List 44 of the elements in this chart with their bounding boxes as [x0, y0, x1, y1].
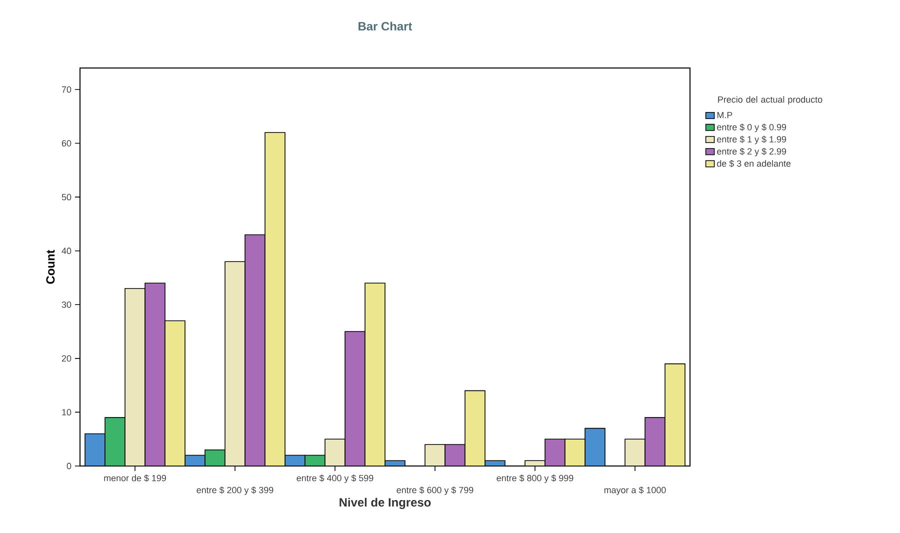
- bar: [565, 439, 586, 466]
- y-tick-label: 0: [66, 462, 72, 470]
- bar: [325, 439, 346, 466]
- bar: [85, 434, 106, 466]
- bar: [205, 450, 226, 466]
- bar: [265, 132, 286, 466]
- legend-label: M.P: [717, 112, 732, 118]
- bar: [165, 320, 186, 466]
- y-tick-label: 10: [62, 409, 72, 416]
- bar: [445, 444, 466, 466]
- y-tick-label: 60: [62, 140, 72, 146]
- legend-title: Precio del actual producto: [718, 96, 822, 104]
- x-tick-label: menor de $ 199: [104, 474, 166, 482]
- x-tick-label: entre $ 200 y $ 399: [196, 486, 274, 495]
- bar: [245, 234, 266, 466]
- x-tick-label: entre $ 600 y $ 799: [396, 486, 474, 495]
- y-tick-label: 30: [62, 301, 72, 308]
- bar: [624, 438, 646, 466]
- bar: [125, 288, 146, 466]
- y-tick-label: 50: [62, 194, 72, 200]
- y-tick-label: 20: [62, 355, 72, 362]
- x-axis-title: Nivel de Ingreso: [340, 498, 431, 510]
- y-tick-label: 40: [62, 248, 72, 254]
- bar: [365, 283, 386, 466]
- legend-label: entre $ 0 y $ 0.99: [717, 124, 786, 132]
- legend-label: entre $ 1 y $ 1.99: [717, 136, 786, 144]
- bar: [545, 439, 566, 466]
- x-tick-label: entre $ 400 y $ 599: [296, 474, 374, 483]
- y-axis-title: Count: [46, 250, 55, 284]
- bar: [225, 262, 246, 466]
- x-tick-label: entre $ 800 y $ 999: [496, 474, 574, 483]
- y-tick-label: 70: [62, 86, 72, 93]
- bar: [664, 363, 686, 466]
- bar: [644, 417, 666, 466]
- bar: [584, 428, 606, 466]
- x-tick-label: mayor a $ 1000: [604, 486, 666, 495]
- chart-title: Bar Chart: [358, 22, 412, 30]
- bar: [465, 390, 486, 466]
- bar: [105, 418, 126, 466]
- bar: [145, 283, 166, 466]
- legend-label: entre $ 2 y $ 2.99: [717, 148, 786, 156]
- bar: [345, 332, 366, 466]
- bar: [425, 444, 446, 466]
- legend-label: de $ 3 en adelante: [717, 160, 791, 168]
